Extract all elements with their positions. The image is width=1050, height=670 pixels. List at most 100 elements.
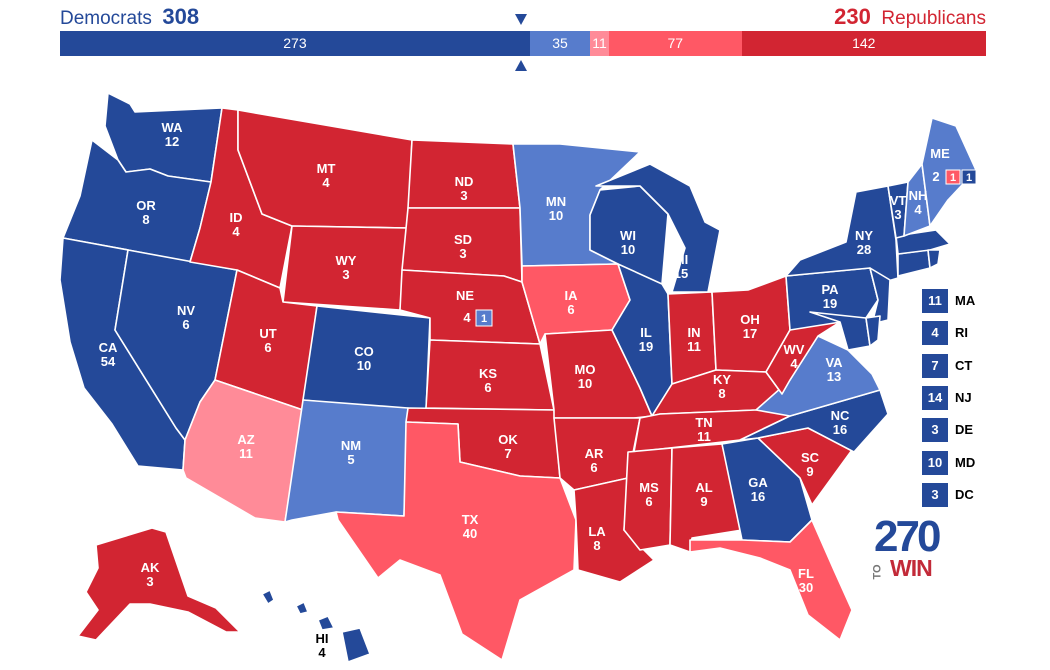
state-votes-IN: 11 [687,339,701,354]
270-marker-bottom-icon [515,60,527,71]
bar-segment: 77 [609,31,742,56]
state-AK[interactable] [77,527,241,641]
state-abbr-WA: WA [162,120,184,135]
state-votes-HI: 4 [318,645,326,660]
state-abbr-GA: GA [748,475,768,490]
270towin-logo[interactable]: 270 TO WIN [871,512,942,582]
state-abbr-IL: IL [640,325,652,340]
state-abbr-HI: HI [316,631,329,646]
state-abbr-SD: SD [454,232,472,247]
state-votes-WV: 4 [790,356,798,371]
state-abbr-IN: IN [688,325,701,340]
state-NY[interactable] [785,185,899,285]
electoral-vote-bar: 273 35 11 77 142 [60,31,986,56]
state-votes-GA: 16 [751,489,765,504]
state-votes-TX: 40 [463,526,477,541]
state-MS[interactable] [623,447,673,551]
state-abbr-ID: ID [230,210,243,225]
small-state-votes-DC[interactable]: 3 [922,482,948,507]
state-votes-NM: 5 [347,452,354,467]
state-abbr-PA: PA [821,282,839,297]
state-votes-AZ: 11 [239,446,253,461]
state-votes-NH: 4 [914,202,922,217]
state-FL[interactable] [689,519,853,641]
state-votes-SD: 3 [459,246,466,261]
state-votes-CO: 10 [357,358,371,373]
state-abbr-KS: KS [479,366,497,381]
state-votes-AR: 6 [590,460,597,475]
state-abbr-IA: IA [565,288,579,303]
small-state-votes-RI[interactable]: 4 [922,321,948,346]
state-HI[interactable] [261,589,371,663]
state-TX[interactable] [335,421,577,661]
small-state-label-NJ: NJ [955,389,972,405]
state-abbr-AR: AR [585,446,604,461]
small-state-votes-NJ[interactable]: 14 [922,385,948,410]
label-ME: ME [930,146,950,161]
label-me-votes: 2 [932,169,939,184]
state-votes-KY: 8 [718,386,725,401]
state-abbr-MI: MI [674,252,688,267]
state-votes-ID: 4 [232,224,240,239]
state-votes-SC: 9 [806,464,813,479]
state-abbr-OK: OK [498,432,518,447]
small-state-votes-DE[interactable]: 3 [922,418,948,443]
state-votes-AK: 3 [146,574,153,589]
republicans-header: 230 Republicans [834,4,986,30]
state-abbr-NH: NH [909,188,928,203]
state-votes-MS: 6 [645,494,652,509]
small-state-votes-MD[interactable]: 10 [922,450,948,475]
label-me-split-dem: 1 [966,172,972,184]
state-votes-VA: 13 [827,369,841,384]
bar-segment: 35 [529,31,591,56]
state-votes-MN: 10 [549,208,563,223]
state-votes-VT: 3 [894,207,901,222]
state-RI[interactable] [927,249,941,269]
label-ne-votes: 4 [463,310,471,325]
small-state-votes-CT[interactable]: 7 [922,353,948,378]
state-votes-CA: 54 [101,354,116,369]
state-votes-NC: 16 [833,422,847,437]
state-votes-LA: 8 [593,538,600,553]
state-MA[interactable] [895,229,951,255]
state-abbr-CA: CA [99,340,118,355]
nebraska-split-box[interactable] [475,309,493,327]
state-votes-MT: 4 [322,175,330,190]
state-votes-MO: 10 [578,376,592,391]
state-votes-TN: 11 [697,429,711,444]
state-votes-OR: 8 [142,212,149,227]
state-votes-WI: 10 [621,242,635,257]
state-abbr-VT: VT [890,193,907,208]
small-state-label-MA: MA [955,293,976,308]
state-votes-MI: 15 [674,266,688,281]
state-MD[interactable] [809,311,871,351]
state-abbr-UT: UT [259,326,276,341]
state-votes-AL: 9 [700,494,707,509]
small-state-votes-MA[interactable]: 11 [922,289,948,313]
state-abbr-NY: NY [855,228,873,243]
state-votes-UT: 6 [264,340,271,355]
small-state-label-MD: MD [955,454,976,470]
state-abbr-FL: FL [798,566,814,581]
maine-split-dem-box[interactable] [961,169,977,185]
state-abbr-OH: OH [740,312,760,327]
state-abbr-WV: WV [784,342,805,357]
state-abbr-WY: WY [336,253,357,268]
state-abbr-AZ: AZ [237,432,254,447]
maine-split-rep-box[interactable] [945,169,961,185]
state-abbr-TX: TX [462,512,479,527]
state-abbr-KY: KY [713,372,731,387]
state-abbr-VA: VA [825,355,843,370]
bar-segment: 11 [590,31,610,56]
republicans-total: 230 [834,4,871,29]
state-votes-OH: 17 [743,326,757,341]
state-abbr-NC: NC [831,408,850,423]
small-state-label-DE: DE [955,422,974,438]
state-abbr-TN: TN [695,415,712,430]
state-votes-IL: 19 [639,339,653,354]
state-votes-KS: 6 [484,380,491,395]
state-DE[interactable] [865,315,881,347]
bar-segment: 142 [741,31,986,56]
state-abbr-NV: NV [177,303,195,318]
